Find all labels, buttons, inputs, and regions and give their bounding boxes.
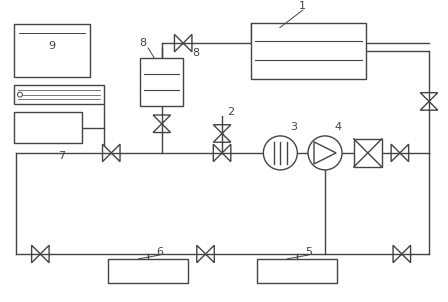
Polygon shape [314,142,336,164]
Polygon shape [197,245,206,263]
Polygon shape [400,144,409,162]
Polygon shape [103,144,111,162]
Circle shape [308,136,342,170]
Text: 6: 6 [157,247,164,257]
Polygon shape [391,144,400,162]
Text: 1: 1 [299,1,306,11]
Bar [251,23,366,79]
Polygon shape [206,245,214,263]
Polygon shape [183,34,192,52]
Polygon shape [213,125,231,133]
Text: 5: 5 [306,247,312,257]
Bar [354,139,382,167]
Bar [14,85,103,104]
Polygon shape [402,245,410,263]
Polygon shape [222,144,231,162]
Polygon shape [393,245,402,263]
Text: 7: 7 [58,151,65,161]
Text: 8: 8 [193,48,199,58]
Polygon shape [153,115,171,124]
Polygon shape [174,34,183,52]
Polygon shape [420,101,438,110]
Circle shape [17,92,22,97]
Bar [257,259,337,283]
Text: 4: 4 [335,122,342,132]
Text: 3: 3 [290,122,297,132]
Polygon shape [213,144,222,162]
Polygon shape [213,133,231,142]
Polygon shape [40,245,49,263]
Bar [14,24,90,77]
Bar [140,58,183,106]
Circle shape [263,136,297,170]
Bar [108,259,188,283]
Text: 8: 8 [139,38,146,48]
Polygon shape [420,93,438,101]
Text: 9: 9 [48,40,56,50]
Text: 2: 2 [227,107,234,117]
Polygon shape [32,245,40,263]
Polygon shape [111,144,120,162]
Bar [14,112,82,143]
Polygon shape [153,124,171,133]
